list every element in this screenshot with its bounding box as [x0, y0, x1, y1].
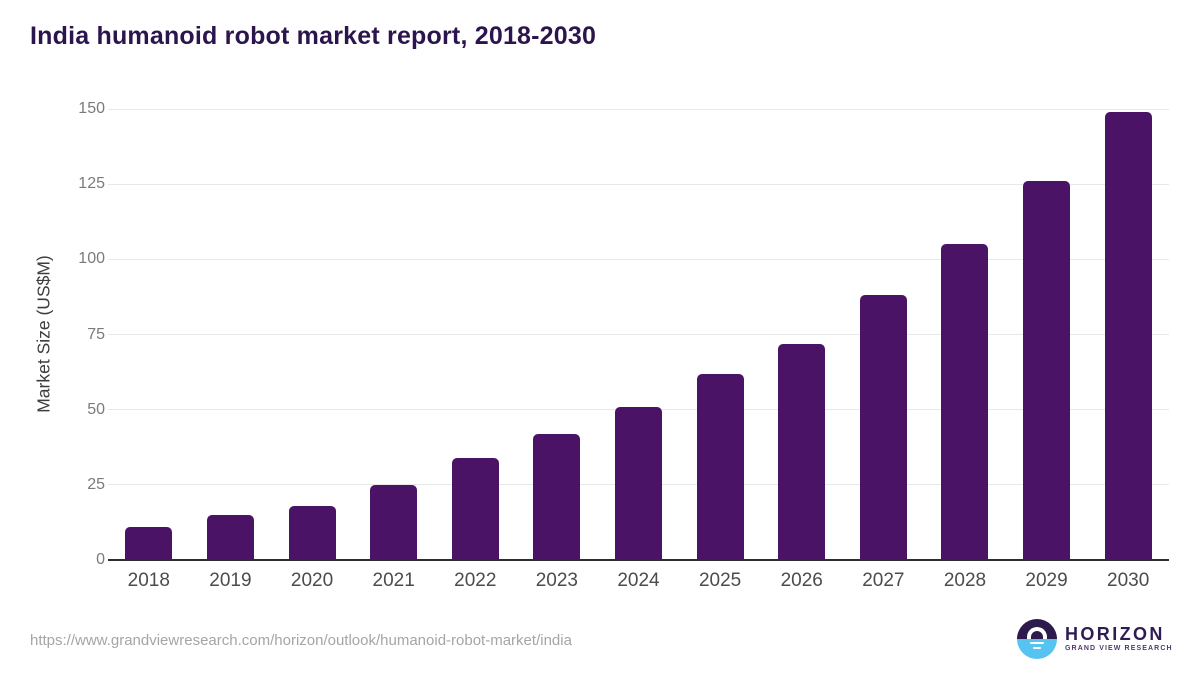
- bar-2023: [533, 433, 581, 560]
- icon-reflection-line: [1030, 641, 1044, 644]
- x-tick-2018: 2018: [127, 570, 170, 591]
- bar-2022: [451, 457, 499, 560]
- y-axis-tick-labels: 0 25 50 75 100 125 150: [0, 100, 105, 568]
- x-tick-2019: 2019: [209, 570, 252, 591]
- icon-sea-half: [1017, 639, 1057, 659]
- bar-2018: [125, 526, 173, 560]
- x-tick-2029: 2029: [1025, 570, 1068, 591]
- bar-2025: [696, 373, 744, 560]
- bar-2021: [370, 484, 418, 560]
- x-tick-2023: 2023: [535, 570, 579, 591]
- gridline-150: [108, 108, 1169, 110]
- x-tick-2021: 2021: [372, 570, 415, 591]
- plot-area: [108, 108, 1169, 561]
- bar-2019: [206, 514, 254, 560]
- y-tick-150: 150: [78, 100, 105, 117]
- logo-text: HORIZON GRAND VIEW RESEARCH: [1065, 625, 1173, 653]
- gridline-75: [108, 334, 1169, 335]
- icon-reflection-line: [1033, 646, 1041, 649]
- x-tick-2028: 2028: [943, 570, 987, 591]
- x-tick-2020: 2020: [290, 570, 334, 591]
- x-axis-line: [108, 559, 1169, 561]
- x-tick-2024: 2024: [617, 570, 660, 591]
- y-tick-0: 0: [96, 551, 105, 568]
- gridline-100: [108, 258, 1169, 260]
- logo-subtitle: GRAND VIEW RESEARCH: [1065, 645, 1173, 652]
- icon-sun-arch: [1027, 627, 1047, 639]
- bar-2024: [615, 406, 662, 560]
- horizon-sunrise-icon: [1017, 619, 1057, 659]
- gridline-125: [108, 183, 1169, 185]
- y-tick-125: 125: [78, 175, 105, 193]
- horizon-logo: HORIZON GRAND VIEW RESEARCH: [1017, 619, 1173, 659]
- x-tick-2030: 2030: [1107, 570, 1150, 591]
- x-tick-2025: 2025: [698, 570, 742, 591]
- x-tick-2026: 2026: [780, 570, 823, 591]
- chart-title: India humanoid robot market report, 2018…: [30, 22, 597, 50]
- x-axis-tick-labels: 2018 2019 2020 2021 2022 2023 2024 2025 2026 2027…: [108, 570, 1169, 596]
- logo-wordmark: HORIZON: [1065, 624, 1165, 644]
- bar-2026: [778, 343, 826, 560]
- bar-2027: [859, 295, 907, 560]
- y-tick-50: 50: [87, 400, 105, 418]
- bar-2030: [1104, 112, 1152, 560]
- bar-2020: [288, 505, 336, 560]
- source-url: https://www.grandviewresearch.com/horizo…: [30, 632, 572, 649]
- y-tick-100: 100: [78, 250, 105, 268]
- bar-2029: [1023, 181, 1071, 560]
- bar-2028: [941, 244, 989, 560]
- y-tick-75: 75: [87, 325, 105, 343]
- y-tick-25: 25: [87, 475, 105, 493]
- x-tick-2027: 2027: [862, 570, 905, 591]
- x-tick-2022: 2022: [454, 570, 497, 591]
